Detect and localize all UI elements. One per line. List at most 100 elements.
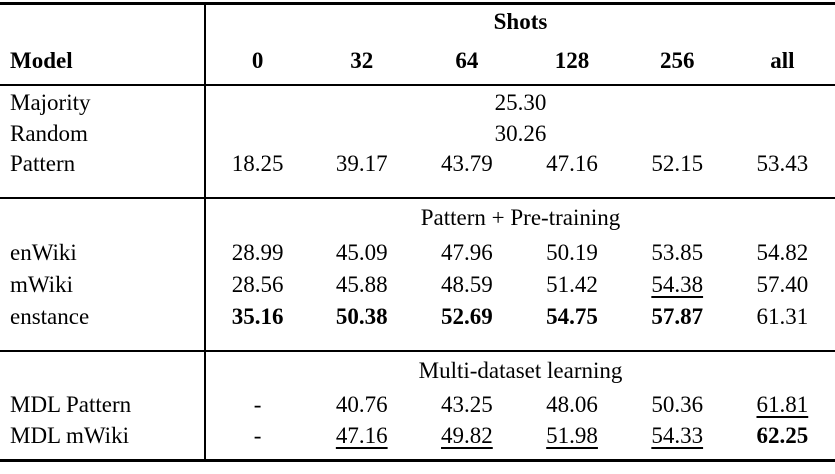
value-cell: -: [204, 390, 309, 420]
value-text: 18.25: [231, 151, 284, 176]
table-row: enstance 35.16 50.38 52.69 54.75 57.87 61.31: [0, 301, 835, 350]
span-value-cell: 25.30: [204, 86, 835, 120]
table-row: Random 30.26: [0, 120, 835, 148]
value-text: 35.16: [231, 304, 284, 329]
value-text: -: [253, 423, 262, 448]
model-cell: Majority: [10, 90, 91, 115]
table-row: mWiki 28.56 45.88 48.59 51.42 54.38 57.40: [0, 268, 835, 301]
section-title-row: Pattern + Pre-training: [0, 199, 835, 237]
value-text: 50.19: [546, 239, 598, 265]
value-cell: 18.25: [204, 148, 309, 197]
value-text: 48.06: [546, 392, 598, 417]
model-cell: Pattern: [10, 151, 76, 176]
value-text: 57.40: [756, 271, 809, 297]
value-text: 52.69: [441, 304, 493, 329]
shot-column-header: all: [770, 48, 795, 73]
value-text: 28.99: [231, 239, 284, 265]
table-row: MDL mWiki - 47.16 49.82 51.98 54.33 62.25: [0, 420, 835, 459]
value-text: 45.88: [335, 271, 388, 297]
section-title-row: Multi-dataset learning: [0, 352, 835, 390]
value-cell: 57.40: [730, 268, 835, 301]
value-text: 39.17: [335, 151, 388, 176]
model-cell: enWiki: [10, 239, 77, 265]
model-cell: [0, 199, 204, 237]
value-cell: 50.38: [309, 301, 414, 350]
value-cell: 54.75: [519, 301, 624, 350]
value-text: 47.16: [546, 151, 598, 176]
value-text: 43.25: [441, 392, 493, 417]
value-cell: 57.87: [625, 301, 730, 350]
bottom-margin: [0, 462, 835, 474]
value-text: 40.76: [335, 392, 388, 417]
value-text: -: [253, 392, 262, 417]
model-cell: [0, 352, 204, 390]
section-title: Multi-dataset learning: [204, 352, 835, 390]
shot-column-header: 64: [455, 48, 479, 73]
shot-column-header: 256: [659, 48, 695, 73]
value-text: 61.81: [756, 392, 809, 417]
value-cell: 35.16: [204, 301, 309, 350]
value-cell: 48.06: [519, 390, 624, 420]
value-cell: 51.42: [519, 268, 624, 301]
table-row: MDL Pattern - 40.76 43.25 48.06 50.36 61.81: [0, 390, 835, 420]
value-cell: 51.98: [519, 420, 624, 459]
value-text: 62.25: [756, 423, 809, 448]
span-value-cell: 30.26: [204, 120, 835, 148]
model-header: Model: [10, 48, 73, 73]
value-cell: 47.16: [309, 420, 414, 459]
value-text: 53.43: [756, 151, 809, 176]
header-row-shots: Shots: [0, 5, 835, 38]
value-cell: 50.19: [519, 237, 624, 268]
value-cell: 28.99: [204, 237, 309, 268]
value-cell: 45.09: [309, 237, 414, 268]
value-text: 52.15: [651, 151, 704, 176]
value-cell: 52.15: [625, 148, 730, 197]
value-text: 48.59: [441, 271, 493, 297]
value-cell: 43.79: [414, 148, 519, 197]
value-text: 54.33: [651, 423, 704, 448]
value-cell: 39.17: [309, 148, 414, 197]
model-cell: Random: [10, 121, 88, 146]
table-row: Majority 25.30: [0, 86, 835, 120]
empty-corner-cell: [0, 5, 204, 38]
table-row: enWiki 28.99 45.09 47.96 50.19 53.85 54.82: [0, 237, 835, 268]
value-cell: 28.56: [204, 268, 309, 301]
value-text: 54.82: [756, 239, 809, 265]
value-cell: 53.43: [730, 148, 835, 197]
value-text: 54.38: [651, 271, 704, 297]
value-cell: 49.82: [414, 420, 519, 459]
value-text: 47.16: [335, 423, 388, 448]
value-cell: 43.25: [414, 390, 519, 420]
value-cell: 62.25: [730, 420, 835, 459]
value-cell: 54.82: [730, 237, 835, 268]
value-text: 50.36: [651, 392, 704, 417]
model-cell: MDL Pattern: [10, 392, 132, 417]
horizontal-rule: [0, 459, 835, 462]
header-rule: [0, 84, 835, 86]
value-cell: 47.16: [519, 148, 624, 197]
section-title: Pattern + Pre-training: [204, 199, 835, 237]
value-text: 43.79: [441, 151, 493, 176]
value-text: 50.38: [335, 304, 388, 329]
shots-header: Shots: [204, 5, 835, 38]
value-cell: 48.59: [414, 268, 519, 301]
value-cell: 45.88: [309, 268, 414, 301]
value-cell: 61.81: [730, 390, 835, 420]
value-cell: 61.31: [730, 301, 835, 350]
value-cell: 53.85: [625, 237, 730, 268]
value-cell: 47.96: [414, 237, 519, 268]
value-text: 49.82: [441, 423, 493, 448]
value-text: 61.31: [756, 304, 809, 329]
model-cell: enstance: [10, 304, 90, 329]
table-body: Majority 25.30 Random 30.26 Pattern 18.25 39.1…: [0, 86, 835, 462]
value-text: 28.56: [231, 271, 284, 297]
value-cell: 54.38: [625, 268, 730, 301]
shot-column-header: 128: [554, 48, 590, 73]
table-row: Pattern 18.25 39.17 43.79 47.16 52.15 53.43: [0, 148, 835, 197]
top-rule: [0, 2, 835, 5]
value-cell: 40.76: [309, 390, 414, 420]
value-text: 47.96: [441, 239, 493, 265]
value-cell: 50.36: [625, 390, 730, 420]
value-text: 53.85: [651, 239, 704, 265]
